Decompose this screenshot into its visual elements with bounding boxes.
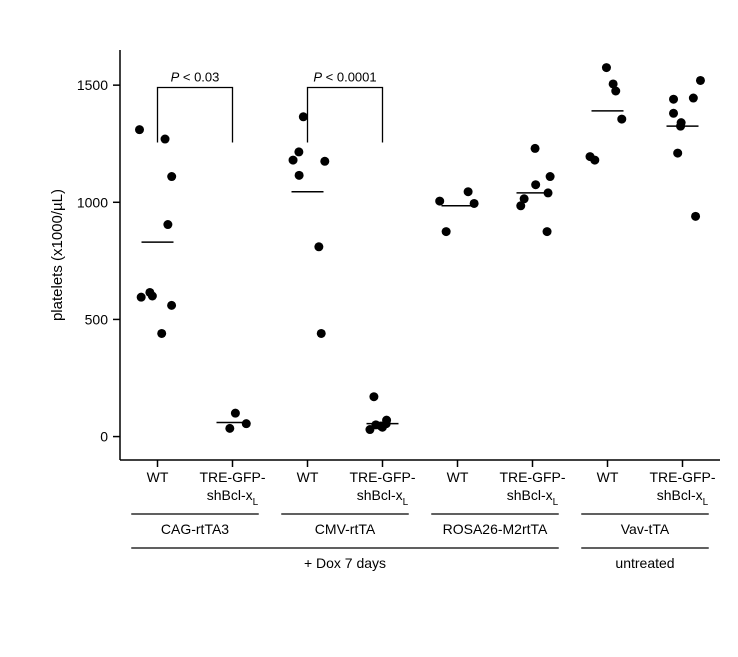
svg-text:TRE-GFP-: TRE-GFP- [199,469,265,485]
svg-text:platelets (x1000/µL): platelets (x1000/µL) [49,189,66,321]
svg-text:WT: WT [447,469,469,485]
svg-text:shBcl-xL: shBcl-xL [357,487,409,508]
svg-text:TRE-GFP-: TRE-GFP- [349,469,415,485]
svg-text:shBcl-xL: shBcl-xL [207,487,259,508]
svg-text:TRE-GFP-: TRE-GFP- [499,469,565,485]
svg-text:P < 0.0001: P < 0.0001 [313,69,376,84]
svg-text:CMV-rtTA: CMV-rtTA [315,521,376,537]
svg-text:TRE-GFP-: TRE-GFP- [649,469,715,485]
svg-text:shBcl-xL: shBcl-xL [657,487,709,508]
svg-text:Vav-tTA: Vav-tTA [621,521,670,537]
svg-text:WT: WT [297,469,319,485]
svg-text:WT: WT [597,469,619,485]
svg-text:1500: 1500 [77,77,108,93]
svg-text:CAG-rtTA3: CAG-rtTA3 [161,521,229,537]
svg-text:ROSA26-M2rtTA: ROSA26-M2rtTA [443,521,548,537]
svg-text:0: 0 [100,429,108,445]
platelet-dotplot: 0 500 1000 1500 platelets (x1000/µL) WT TRE-GF… [20,20,718,637]
svg-text:shBcl-xL: shBcl-xL [507,487,559,508]
svg-text:1000: 1000 [77,194,108,210]
svg-text:P < 0.03: P < 0.03 [171,69,220,84]
svg-text:500: 500 [85,311,109,327]
svg-text:+ Dox 7 days: + Dox 7 days [304,555,386,571]
svg-text:WT: WT [147,469,169,485]
svg-text:untreated: untreated [615,555,674,571]
